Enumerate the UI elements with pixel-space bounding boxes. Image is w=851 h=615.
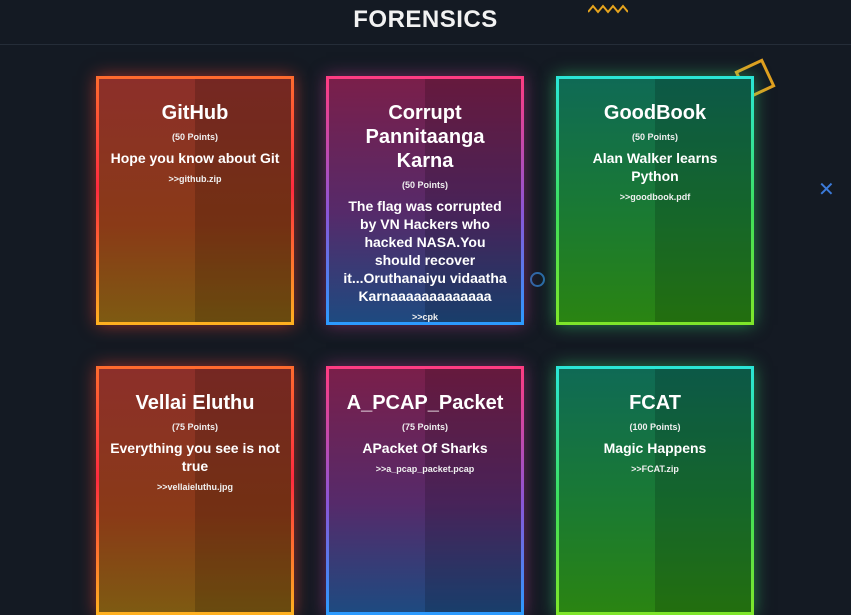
challenge-points: (50 Points) bbox=[401, 180, 448, 190]
challenge-card-corrupt-pannitaanga-karna[interactable]: Corrupt Pannitaanga Karna (50 Points) Th… bbox=[326, 76, 524, 325]
challenge-card-vellai-eluthu[interactable]: Vellai Eluthu (75 Points) Everything you… bbox=[96, 366, 294, 615]
circle-decoration-icon bbox=[530, 272, 545, 287]
challenge-title: FCAT bbox=[629, 392, 681, 414]
challenge-points: (75 Points) bbox=[171, 422, 218, 432]
challenge-title: GitHub bbox=[161, 102, 229, 124]
challenge-points: (50 Points) bbox=[631, 132, 678, 142]
challenge-title: Corrupt Pannitaanga Karna bbox=[365, 102, 485, 172]
challenge-file-link[interactable]: >>a_pcap_packet.pcap bbox=[375, 464, 475, 474]
challenge-points: (75 Points) bbox=[401, 422, 448, 432]
challenge-card-fcat[interactable]: FCAT (100 Points) Magic Happens >>FCAT.z… bbox=[556, 366, 754, 615]
challenge-card-a-pcap-packet[interactable]: A_PCAP_Packet (75 Points) APacket Of Sha… bbox=[326, 366, 524, 615]
challenge-file-link[interactable]: >>cpk bbox=[411, 312, 439, 322]
challenge-description: Hope you know about Git bbox=[110, 150, 280, 166]
cross-decoration-icon: ✕ bbox=[818, 179, 835, 201]
zigzag-decoration-icon bbox=[588, 4, 628, 14]
page-title: FORENSICS bbox=[353, 6, 498, 33]
challenge-title: A_PCAP_Packet bbox=[346, 392, 504, 414]
challenge-card-github[interactable]: GitHub (50 Points) Hope you know about G… bbox=[96, 76, 294, 325]
challenge-file-link[interactable]: >>github.zip bbox=[168, 174, 222, 184]
header-bar: FORENSICS bbox=[0, 0, 851, 45]
challenge-description: Alan Walker learns Python bbox=[592, 150, 718, 184]
challenge-title: Vellai Eluthu bbox=[135, 392, 255, 414]
challenge-description: APacket Of Sharks bbox=[362, 440, 488, 456]
challenge-description: Magic Happens bbox=[603, 440, 707, 456]
challenge-description: The flag was corrupted by VN Hackers who… bbox=[343, 198, 507, 304]
challenge-points: (50 Points) bbox=[171, 132, 218, 142]
challenge-title: GoodBook bbox=[603, 102, 707, 124]
challenge-points: (100 Points) bbox=[629, 422, 681, 432]
challenge-description: Everything you see is not true bbox=[110, 440, 280, 474]
challenge-file-link[interactable]: >>goodbook.pdf bbox=[619, 192, 691, 202]
challenge-card-goodbook[interactable]: GoodBook (50 Points) Alan Walker learns … bbox=[556, 76, 754, 325]
challenge-file-link[interactable]: >>vellaieluthu.jpg bbox=[156, 482, 234, 492]
challenge-file-link[interactable]: >>FCAT.zip bbox=[631, 464, 679, 474]
